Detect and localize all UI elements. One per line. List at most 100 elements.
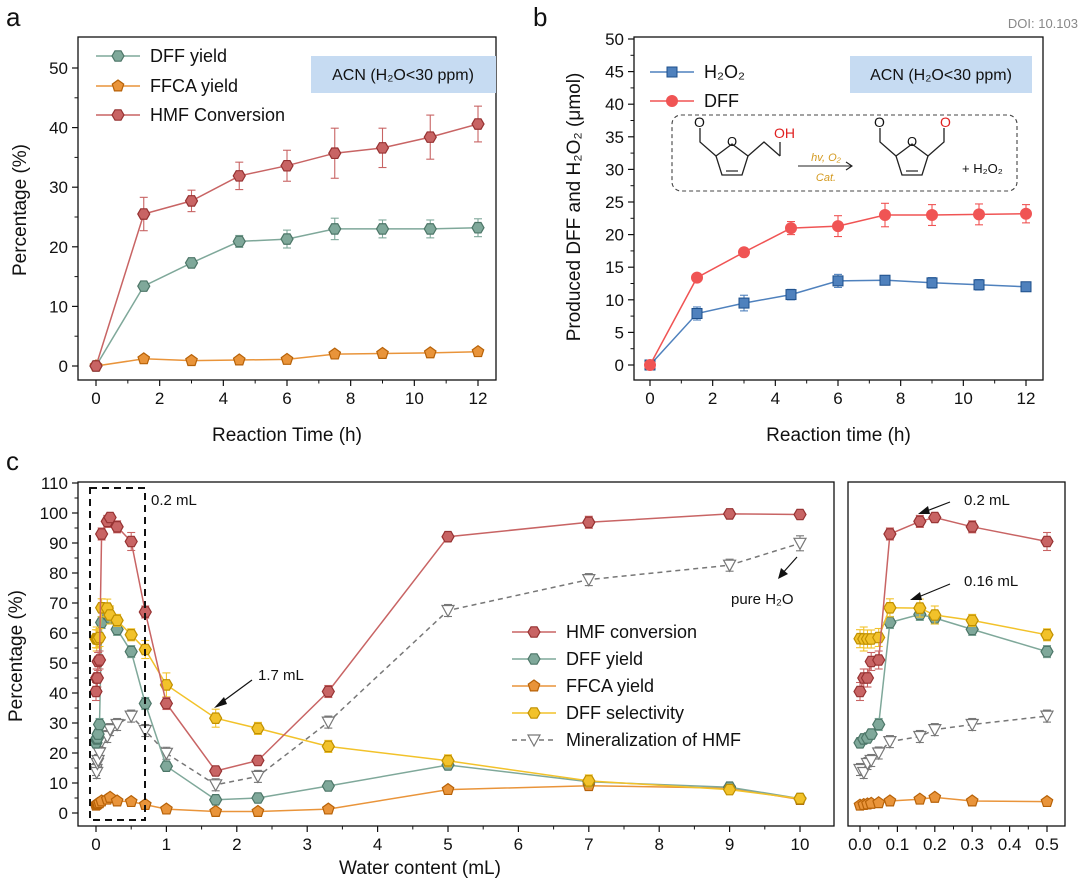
data-point-ffca [913, 792, 927, 805]
aldehyde-bond [927, 128, 945, 157]
legend-label: DFF yield [566, 649, 643, 669]
data-point-hmf [138, 606, 152, 618]
data-point-hmf [92, 654, 107, 666]
x-axis-label: Reaction Time (h) [212, 425, 362, 446]
inset-x-tick-label: 0.4 [998, 835, 1022, 854]
data-point-h2o2 [691, 307, 703, 319]
x-tick-label: 9 [725, 835, 734, 854]
annotation-arrowhead [214, 697, 227, 708]
legend-label: DFF [704, 91, 739, 111]
data-point-mine [856, 766, 871, 780]
data-point-mine [882, 735, 897, 749]
data-point-sel [251, 722, 265, 735]
data-point-hmf [423, 131, 437, 143]
y-tick-label: 10 [49, 774, 68, 793]
data-point-sel [928, 609, 942, 621]
data-point-ffca [185, 353, 198, 367]
y-tick-label: 25 [605, 193, 624, 212]
data-point-hmf [328, 147, 342, 160]
data-point-dff [159, 760, 174, 773]
data-point-hmf [251, 754, 265, 767]
legend-label: Mineralization of HMF [566, 730, 741, 750]
data-point-dff [124, 645, 138, 658]
data-point-ffca [1040, 794, 1054, 808]
data-point-sel [793, 792, 807, 805]
data-point-sel [1040, 628, 1054, 641]
data-point-dff [864, 728, 878, 740]
legend-label: FFCA yield [150, 76, 238, 96]
data-point-dff [321, 780, 336, 792]
zoom-region-box [89, 487, 146, 821]
x-tick-label: 12 [469, 389, 488, 408]
aldehyde-oxygen: O [694, 114, 705, 130]
data-point-dff [92, 718, 107, 731]
furan-ring [895, 143, 929, 176]
data-point-dff [471, 221, 485, 234]
data-point-mine [250, 770, 265, 784]
data-point-dff [137, 280, 151, 292]
aldehyde-bond [879, 128, 897, 157]
legend-marker [666, 66, 678, 78]
data-point-hmf [375, 142, 390, 154]
data-point-sel [208, 712, 223, 725]
panel-label-c: c [6, 446, 19, 476]
data-point-dff_b [973, 208, 985, 221]
data-point-hmf [159, 697, 174, 710]
data-point-dff_b [1020, 207, 1032, 220]
data-point-ffca [328, 347, 342, 360]
data-point-sel [441, 754, 455, 767]
y-tick-label: 100 [40, 504, 68, 523]
data-point-ffca [209, 804, 223, 817]
data-point-h2o2 [879, 274, 891, 286]
y-tick-label: 20 [605, 226, 624, 245]
legend-marker [111, 79, 125, 92]
y-tick-label: 40 [49, 684, 68, 703]
y-tick-label: 40 [49, 119, 68, 138]
y-tick-label: 15 [605, 258, 624, 277]
aldehyde-oxygen: O [874, 114, 885, 130]
y-tick-label: 20 [49, 744, 68, 763]
data-point-hmf [90, 672, 105, 684]
condition-box [311, 56, 496, 93]
x-tick-label: 6 [833, 389, 842, 408]
data-point-h2o2 [926, 277, 938, 289]
x-tick-label: 6 [514, 835, 523, 854]
annotation-pure-water: pure H₂O [731, 591, 794, 608]
data-point-hmf [89, 685, 103, 698]
data-point-dff [328, 223, 342, 235]
data-point-mine [440, 604, 456, 618]
y-tick-label: 90 [49, 534, 68, 553]
data-point-sel [883, 601, 897, 614]
reagent-label: hv, O₂ [811, 152, 841, 164]
data-point-ffca [232, 353, 246, 366]
plot-frame [77, 481, 835, 827]
ring-oxygen: O [907, 134, 917, 149]
data-point-hmf [137, 208, 151, 220]
legend-marker [666, 95, 678, 107]
data-point-mine [1039, 710, 1055, 724]
scheme-frame [671, 114, 1018, 192]
y-tick-label: 40 [605, 95, 624, 114]
data-point-hmf [321, 685, 336, 698]
x-tick-label: 8 [654, 835, 663, 854]
inset-x-tick-label: 0.0 [848, 835, 872, 854]
y-axis-label: Produced DFF and H₂O₂ (μmol) [564, 73, 585, 342]
x-tick-label: 8 [896, 389, 905, 408]
y-tick-label: 30 [605, 160, 624, 179]
x-tick-label: 10 [954, 389, 973, 408]
data-point-hmf [913, 515, 927, 528]
data-point-mine [103, 723, 118, 737]
y-tick-label: 80 [49, 564, 68, 583]
catalyst-label: Cat. [816, 172, 836, 184]
data-point-ffca [321, 802, 335, 815]
doi-text: DOI: 10.103 [1008, 16, 1078, 31]
y-tick-label: 50 [605, 30, 624, 49]
data-point-ffca [883, 794, 897, 807]
data-point-mine [871, 747, 886, 761]
data-point-hmf [1040, 535, 1054, 548]
data-point-mine [792, 537, 808, 551]
y-tick-label: 10 [49, 297, 68, 316]
data-point-sel [872, 631, 886, 644]
condition-label: ACN (H₂O<30 ppm) [332, 67, 474, 84]
data-point-mine [159, 747, 174, 761]
